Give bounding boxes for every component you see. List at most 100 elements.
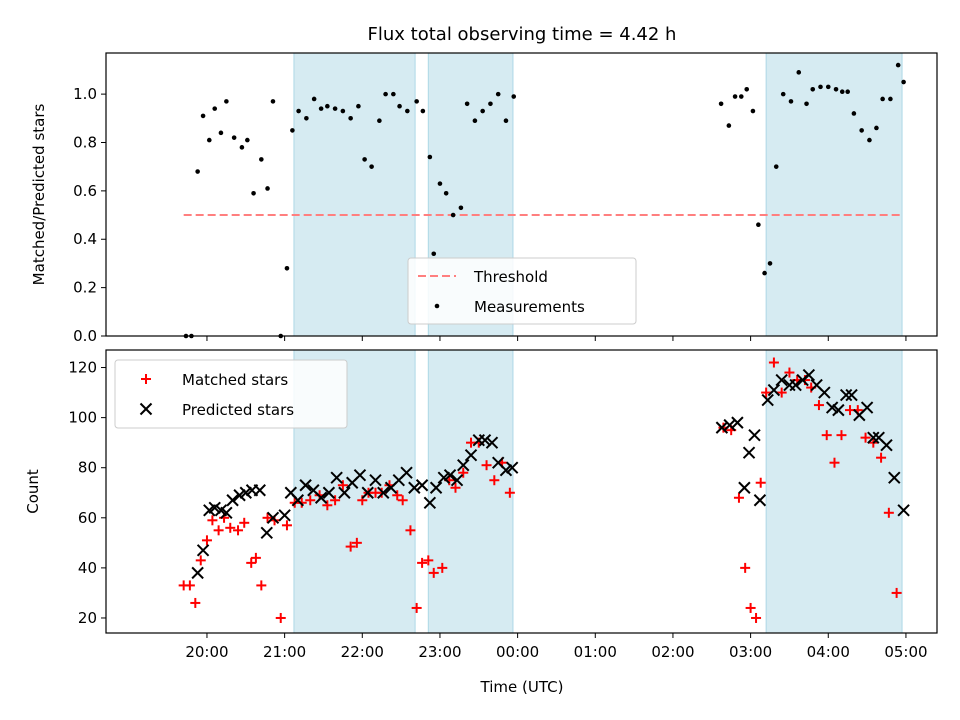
- data-point: [239, 145, 245, 150]
- x-tick-label: 23:00: [418, 643, 461, 661]
- y-tick-label: 100: [68, 409, 97, 427]
- chart-title: Flux total observing time = 4.42 h: [368, 24, 677, 45]
- data-point: [851, 111, 857, 116]
- legend-predicted-swatch: [139, 402, 153, 416]
- data-point: [369, 164, 374, 169]
- data-point: [464, 448, 478, 462]
- count-panel: 20 40 60 80 100 120 20:00 21:00 22:00 23:00 00:00 0…: [24, 349, 938, 661]
- data-point: [345, 541, 356, 552]
- y-tick-label: 60: [78, 509, 97, 527]
- data-point: [200, 113, 206, 119]
- data-point: [504, 487, 515, 498]
- data-point: [839, 388, 853, 402]
- data-point: [299, 479, 312, 492]
- data-point: [860, 401, 874, 414]
- data-point: [458, 205, 464, 211]
- data-point: [480, 108, 485, 114]
- series-measurements: [183, 62, 906, 339]
- data-point: [284, 265, 290, 271]
- data-point: [845, 388, 858, 402]
- data-point: [761, 387, 772, 398]
- x-tick-label: 22:00: [341, 643, 384, 661]
- data-point: [767, 383, 781, 397]
- data-point: [415, 479, 429, 492]
- plot-frame: [105, 349, 938, 634]
- y-axis-label: Count: [24, 469, 42, 514]
- data-point: [845, 89, 850, 95]
- data-point: [753, 494, 767, 507]
- data-point: [732, 94, 738, 99]
- data-point: [740, 562, 751, 573]
- data-point: [195, 169, 200, 174]
- data-point: [337, 480, 348, 491]
- data-point: [804, 101, 809, 107]
- data-point: [305, 495, 316, 506]
- data-point: [259, 157, 264, 162]
- data-point: [362, 157, 367, 162]
- data-point: [457, 458, 470, 472]
- data-point: [767, 261, 773, 266]
- data-point: [400, 466, 413, 479]
- data-point: [818, 84, 823, 90]
- data-point: [281, 520, 292, 531]
- ratio-panel: 0.0 0.2 0.4 0.6 0.8 1.0 Matched/Predicted star…: [30, 52, 938, 345]
- data-point: [511, 94, 517, 99]
- data-point: [888, 96, 893, 102]
- data-point: [213, 525, 224, 536]
- data-point: [353, 469, 367, 482]
- data-point: [472, 118, 478, 124]
- data-point: [239, 517, 250, 528]
- data-point: [431, 251, 437, 257]
- data-point: [220, 506, 233, 519]
- data-point: [883, 507, 894, 518]
- data-point: [414, 99, 419, 104]
- data-point: [788, 99, 794, 104]
- data-point: [876, 452, 887, 463]
- data-point: [246, 557, 257, 568]
- data-point: [256, 580, 267, 591]
- data-point: [270, 99, 276, 104]
- data-point: [423, 496, 437, 509]
- x-tick-label: 03:00: [729, 643, 772, 661]
- data-point: [251, 190, 256, 196]
- data-point: [780, 91, 786, 97]
- data-point: [322, 500, 333, 511]
- data-point: [405, 108, 410, 114]
- data-point: [266, 511, 280, 525]
- data-point: [503, 118, 509, 124]
- data-point: [314, 491, 328, 504]
- data-point: [836, 430, 847, 441]
- data-point: [408, 481, 421, 494]
- data-point: [190, 597, 201, 608]
- x-tick-label: 04:00: [807, 643, 850, 661]
- data-point: [265, 186, 270, 191]
- data-point: [810, 86, 816, 92]
- data-point: [206, 137, 212, 143]
- data-point: [428, 567, 439, 578]
- data-point: [742, 446, 756, 459]
- shaded-interval-3: [765, 52, 903, 337]
- data-point: [245, 137, 250, 143]
- data-point: [311, 96, 317, 102]
- data-point: [377, 486, 390, 499]
- data-point: [773, 164, 779, 169]
- data-point: [784, 367, 795, 378]
- data-point: [348, 116, 353, 121]
- data-point: [715, 421, 729, 434]
- data-point: [745, 602, 756, 613]
- x-axis-label: Time (UTC): [480, 678, 564, 696]
- data-point: [768, 357, 779, 368]
- data-point: [897, 504, 910, 517]
- data-point: [888, 471, 901, 484]
- legend-matched-label: Matched stars: [182, 371, 288, 389]
- data-point: [485, 436, 499, 449]
- legend-box: [114, 359, 348, 429]
- data-point: [488, 101, 493, 107]
- data-point: [296, 108, 301, 114]
- y-tick-label: 0.6: [73, 182, 97, 200]
- data-point: [332, 106, 338, 111]
- data-point: [195, 555, 206, 566]
- data-point: [450, 212, 456, 218]
- data-point: [789, 378, 802, 392]
